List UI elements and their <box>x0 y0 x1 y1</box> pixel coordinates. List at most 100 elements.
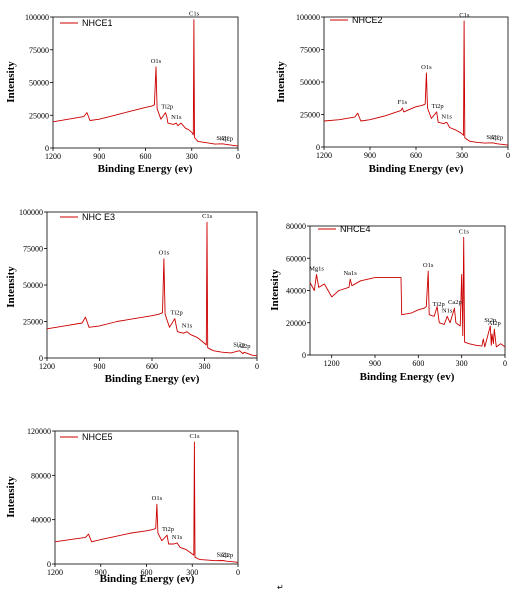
y-tick-label: 75000 <box>300 46 320 55</box>
x-tick-label: 300 <box>186 152 198 161</box>
y-tick-label: 50000 <box>23 281 43 290</box>
peak-label: Si2p <box>216 551 228 558</box>
peak-label: Si2p <box>233 342 245 349</box>
peak-label: Al2p <box>238 343 251 350</box>
legend-label: NHCE1 <box>82 18 113 28</box>
x-axis-label: Binding Energy (ev) <box>98 163 193 175</box>
x-tick-label: 0 <box>503 359 507 368</box>
peak-label: O1s <box>159 250 170 257</box>
peak-label: Al2p <box>490 135 503 142</box>
peak-label: Si2p <box>484 317 496 324</box>
peak-label: Ti2p <box>433 301 445 308</box>
chart-panel-nhce5: 1200 900 600 300 0 0 40000 80000 120000 Binding E… <box>5 427 240 585</box>
y-tick-label: 75000 <box>23 245 43 254</box>
peak-label: O1s <box>152 495 163 502</box>
plot-frame <box>54 430 239 565</box>
x-tick-label: 1200 <box>47 568 63 577</box>
x-tick-label: 300 <box>456 359 468 368</box>
y-tick-label: 100000 <box>19 208 43 217</box>
x-tick-label: 900 <box>369 359 381 368</box>
peak-label: Ti2p <box>161 104 173 111</box>
y-tick-label: 0 <box>47 560 51 569</box>
peak-label: Si2p <box>216 135 228 142</box>
peak-label: C1s <box>459 228 470 235</box>
y-tick-label: 80000 <box>286 222 306 231</box>
x-tick-label: 900 <box>364 151 376 160</box>
peak-label: N1s <box>182 323 193 330</box>
peak-label: Ca2p <box>448 299 462 306</box>
x-tick-label: 900 <box>94 362 106 371</box>
x-tick-label: 1200 <box>324 359 340 368</box>
x-tick-label: 300 <box>186 568 198 577</box>
peak-label: N1s <box>172 534 183 541</box>
peak-label: Al2p <box>220 135 233 142</box>
spectrum-line <box>52 19 239 147</box>
y-tick-label: 0 <box>39 354 43 363</box>
x-tick-label: 600 <box>412 359 424 368</box>
y-axis-label: Intensity <box>275 61 287 103</box>
x-tick-label: 600 <box>410 151 422 160</box>
x-axis-label: Binding Energy (ev) <box>100 573 195 585</box>
y-tick-label: 80000 <box>31 471 51 480</box>
y-tick-label: 0 <box>45 144 49 153</box>
chart-panel-nhce1: 1200 900 600 300 0 0 25000 50000 75000 100000 Bind… <box>5 11 240 175</box>
legend-label: NHCE5 <box>82 432 113 442</box>
x-tick-label: 600 <box>140 152 152 161</box>
x-tick-label: 1200 <box>45 152 61 161</box>
y-axis-label: Intensity <box>5 61 17 103</box>
x-tick-label: 1200 <box>39 362 55 371</box>
peak-label: Al2p <box>220 552 233 559</box>
chart-panel-nhce2: 1200 900 600 300 0 0 25000 50000 75000 100000 Bind… <box>275 12 510 175</box>
x-tick-label: 600 <box>146 362 158 371</box>
peak-label: F1s <box>398 99 408 106</box>
peak-label: O1s <box>423 262 434 269</box>
peak-label: Mg1s <box>309 265 324 272</box>
x-axis-label: Binding Energy (ev) <box>105 373 200 385</box>
y-axis-label: Intensity <box>5 266 17 308</box>
legend-label: NHCE2 <box>352 15 383 25</box>
y-tick-label: 75000 <box>29 46 49 55</box>
plot-frame <box>46 211 258 359</box>
y-tick-label: 25000 <box>300 111 320 120</box>
legend-label: NHC E3 <box>82 212 115 222</box>
spectrum-line <box>323 20 509 146</box>
chart-panel-nhce3: 1200 900 600 300 0 0 25000 50000 75000 100000 Bind… <box>5 208 259 385</box>
plot-frame <box>52 16 239 149</box>
peak-label: C1s <box>189 433 200 440</box>
x-tick-label: 900 <box>93 152 105 161</box>
x-axis-label: Binding Energy (ev) <box>360 371 455 383</box>
peak-label: Na1s <box>343 270 357 277</box>
x-tick-label: 0 <box>255 362 259 371</box>
peak-label: O1s <box>421 64 432 71</box>
y-tick-label: 100000 <box>296 13 320 22</box>
peak-label: N1s <box>441 113 452 120</box>
x-tick-label: 600 <box>141 568 153 577</box>
x-axis-label: Binding Energy (ev) <box>369 163 464 175</box>
x-tick-label: 1200 <box>316 151 332 160</box>
y-tick-label: 60000 <box>286 254 306 263</box>
y-tick-label: 25000 <box>23 318 43 327</box>
footer-mark: ↵ <box>277 583 284 592</box>
peak-label: Al2p <box>488 320 501 327</box>
y-tick-label: 20000 <box>286 319 306 328</box>
peak-label: C1s <box>202 213 213 220</box>
x-tick-label: 0 <box>506 151 510 160</box>
peak-label: Ti2p <box>432 103 444 110</box>
peak-label: C1s <box>459 12 470 19</box>
peak-label: O1s <box>151 58 162 65</box>
y-tick-label: 50000 <box>300 78 320 87</box>
y-tick-label: 50000 <box>29 79 49 88</box>
peak-label: N1s <box>171 114 182 121</box>
y-tick-label: 120000 <box>27 427 51 436</box>
x-tick-label: 900 <box>95 568 107 577</box>
y-tick-label: 0 <box>302 351 306 360</box>
spectrum-line <box>54 441 239 563</box>
y-axis-label: Intensity <box>269 269 281 311</box>
y-tick-label: 40000 <box>286 287 306 296</box>
y-tick-label: 0 <box>316 143 320 152</box>
x-tick-label: 0 <box>236 568 240 577</box>
x-tick-label: 0 <box>236 152 240 161</box>
y-tick-label: 40000 <box>31 516 51 525</box>
x-tick-label: 300 <box>199 362 211 371</box>
x-tick-label: 300 <box>456 151 468 160</box>
